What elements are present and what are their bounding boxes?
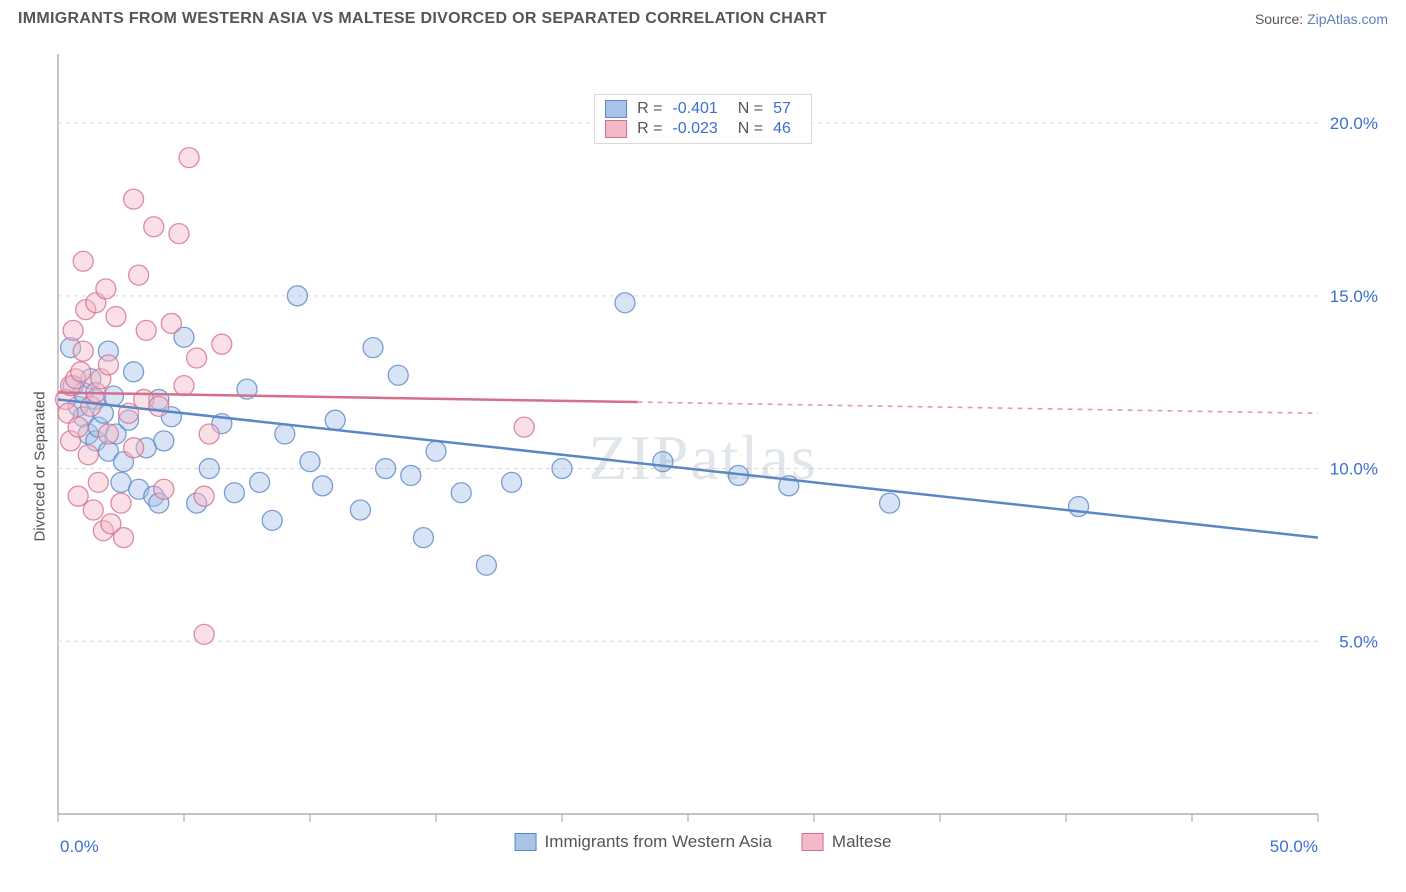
data-point: [426, 441, 446, 461]
regression-line: [58, 399, 1318, 537]
data-point: [653, 452, 673, 472]
data-point: [502, 472, 522, 492]
chart-title: IMMIGRANTS FROM WESTERN ASIA VS MALTESE …: [18, 10, 827, 28]
legend-item-b: Maltese: [802, 832, 892, 852]
data-point: [88, 472, 108, 492]
data-point: [552, 459, 572, 479]
data-point: [401, 465, 421, 485]
data-point: [199, 424, 219, 444]
data-point: [106, 307, 126, 327]
data-point: [262, 510, 282, 530]
data-point: [129, 265, 149, 285]
chart-container: Divorced or Separated 5.0% 10.0% 15.0% 20.0…: [18, 44, 1388, 872]
data-point: [194, 486, 214, 506]
data-point: [124, 362, 144, 382]
svg-text:0.0%: 0.0%: [60, 837, 99, 856]
data-point: [83, 500, 103, 520]
data-point: [103, 386, 123, 406]
data-point: [413, 528, 433, 548]
data-point: [154, 479, 174, 499]
data-point: [68, 417, 88, 437]
data-point: [275, 424, 295, 444]
data-point: [376, 459, 396, 479]
legend-stats-row: R = -0.401 N = 57: [605, 99, 801, 119]
data-point: [287, 286, 307, 306]
data-point: [880, 493, 900, 513]
svg-text:20.0%: 20.0%: [1330, 114, 1378, 133]
data-point: [111, 493, 131, 513]
data-point: [194, 624, 214, 644]
data-point: [161, 313, 181, 333]
legend-stats: R = -0.401 N = 57 R = -0.023 N = 46: [594, 94, 812, 144]
svg-text:15.0%: 15.0%: [1330, 287, 1378, 306]
data-point: [476, 555, 496, 575]
data-point: [350, 500, 370, 520]
data-point: [300, 452, 320, 472]
svg-text:50.0%: 50.0%: [1270, 837, 1318, 856]
data-point: [1069, 497, 1089, 517]
data-point: [73, 251, 93, 271]
data-point: [174, 376, 194, 396]
swatch-series-b: [605, 120, 627, 138]
data-point: [124, 438, 144, 458]
data-point: [388, 365, 408, 385]
swatch-icon: [802, 833, 824, 851]
data-point: [144, 217, 164, 237]
data-point: [325, 410, 345, 430]
scatter-chart: 5.0% 10.0% 15.0% 20.0% 0.0% 50.0%: [18, 44, 1388, 872]
data-point: [114, 528, 134, 548]
regression-line-dashed: [638, 402, 1318, 413]
data-point: [96, 279, 116, 299]
svg-text:10.0%: 10.0%: [1330, 460, 1378, 479]
data-point: [514, 417, 534, 437]
svg-text:5.0%: 5.0%: [1339, 632, 1378, 651]
data-point: [78, 445, 98, 465]
data-point: [98, 424, 118, 444]
data-point: [71, 362, 91, 382]
data-point: [187, 348, 207, 368]
data-point: [179, 148, 199, 168]
swatch-series-a: [605, 100, 627, 118]
data-point: [615, 293, 635, 313]
source-link[interactable]: ZipAtlas.com: [1307, 11, 1388, 27]
y-axis-title: Divorced or Separated: [32, 391, 49, 541]
legend-item-a: Immigrants from Western Asia: [515, 832, 772, 852]
data-point: [199, 459, 219, 479]
header: IMMIGRANTS FROM WESTERN ASIA VS MALTESE …: [0, 0, 1406, 32]
data-point: [154, 431, 174, 451]
data-point: [63, 320, 83, 340]
data-point: [250, 472, 270, 492]
legend-series: Immigrants from Western Asia Maltese: [515, 832, 892, 852]
data-point: [98, 355, 118, 375]
data-point: [363, 338, 383, 358]
data-point: [212, 334, 232, 354]
data-point: [73, 341, 93, 361]
data-point: [169, 224, 189, 244]
data-point: [124, 189, 144, 209]
data-point: [224, 483, 244, 503]
source-label: Source: ZipAtlas.com: [1255, 11, 1388, 27]
swatch-icon: [515, 833, 537, 851]
data-point: [149, 396, 169, 416]
legend-stats-row: R = -0.023 N = 46: [605, 119, 801, 139]
data-point: [136, 320, 156, 340]
data-point: [451, 483, 471, 503]
data-point: [313, 476, 333, 496]
